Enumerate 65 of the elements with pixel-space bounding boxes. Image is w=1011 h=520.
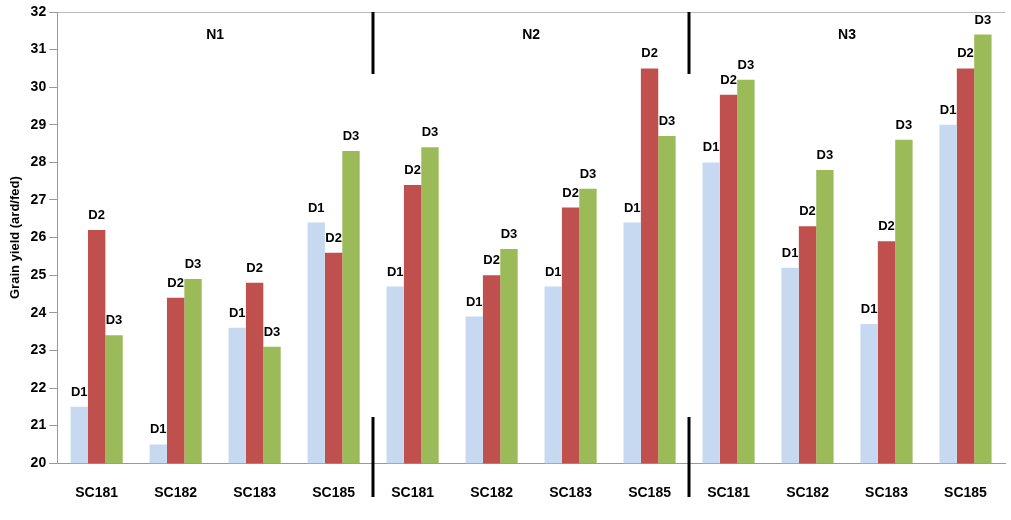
text: D2 (878, 218, 895, 234)
text: D3 (342, 128, 360, 144)
y-tick-label: 27 (30, 190, 47, 207)
text: D2 (404, 162, 421, 178)
series-label: D3 (184, 256, 202, 272)
x-tick-label: SC182 (786, 484, 830, 501)
text: D3 (895, 116, 913, 132)
text: D3 (500, 225, 518, 241)
y-tick-label: 32 (30, 2, 47, 19)
text: D3 (579, 165, 597, 181)
text: D1 (623, 199, 641, 215)
text: D2 (720, 71, 737, 87)
text: D3 (421, 124, 439, 140)
y-tick-label: 21 (30, 416, 47, 433)
text: D3 (974, 11, 992, 27)
x-tick-label: SC185 (944, 484, 988, 501)
text: D1 (860, 301, 878, 317)
x-tick-label: SC185 (312, 484, 356, 501)
y-tick-label: 23 (30, 341, 47, 358)
text: D3 (737, 56, 755, 72)
text: D1 (228, 304, 246, 320)
y-tick-label: 22 (30, 378, 47, 395)
text: D1 (939, 101, 957, 117)
text: D1 (70, 383, 88, 399)
text: D3 (263, 323, 281, 339)
text: D1 (307, 199, 325, 215)
text: D2 (167, 274, 184, 290)
x-tick-label: SC183 (549, 484, 593, 501)
text: D2 (562, 184, 579, 200)
y-tick-label: 25 (30, 266, 47, 283)
x-tick-label: SC181 (75, 484, 119, 501)
x-tick-label: SC182 (154, 484, 198, 501)
y-tick-label: 20 (30, 454, 47, 471)
text: D2 (246, 259, 263, 275)
text: D2 (88, 207, 105, 223)
y-tick-label: 24 (30, 303, 47, 320)
text: D3 (816, 147, 834, 162)
annotation: N1 (206, 25, 225, 42)
series-label: D1 (149, 421, 167, 437)
annotation: N2 (522, 25, 541, 42)
x-tick-label: SC181 (707, 484, 751, 501)
x-tick-label: SC181 (391, 484, 435, 501)
x-tick-label: SC183 (865, 484, 909, 501)
x-tick-label: SC183 (233, 484, 277, 501)
x-tick-label: SC185 (628, 484, 672, 501)
y-tick-label: 28 (30, 153, 47, 170)
annotation: N3 (838, 25, 857, 42)
text: D3 (658, 113, 676, 129)
x-tick-label: SC182 (470, 484, 514, 501)
text: D2 (641, 45, 658, 61)
text: D1 (702, 139, 720, 155)
series-label: D2 (325, 229, 342, 245)
text: D2 (483, 252, 500, 268)
y-axis-title: Grain yield (ard/fed) (7, 176, 23, 300)
text: D2 (799, 203, 816, 219)
y-tick-label: 31 (30, 40, 47, 57)
text: D1 (386, 263, 404, 279)
text: D1 (544, 263, 562, 279)
y-tick-label: 29 (30, 115, 47, 132)
text: D3 (105, 312, 123, 328)
text: D1 (465, 293, 483, 309)
y-tick-label: 26 (30, 228, 47, 245)
text: D1 (781, 244, 799, 260)
y-tick-label: 30 (30, 78, 47, 95)
text: D2 (957, 45, 974, 61)
